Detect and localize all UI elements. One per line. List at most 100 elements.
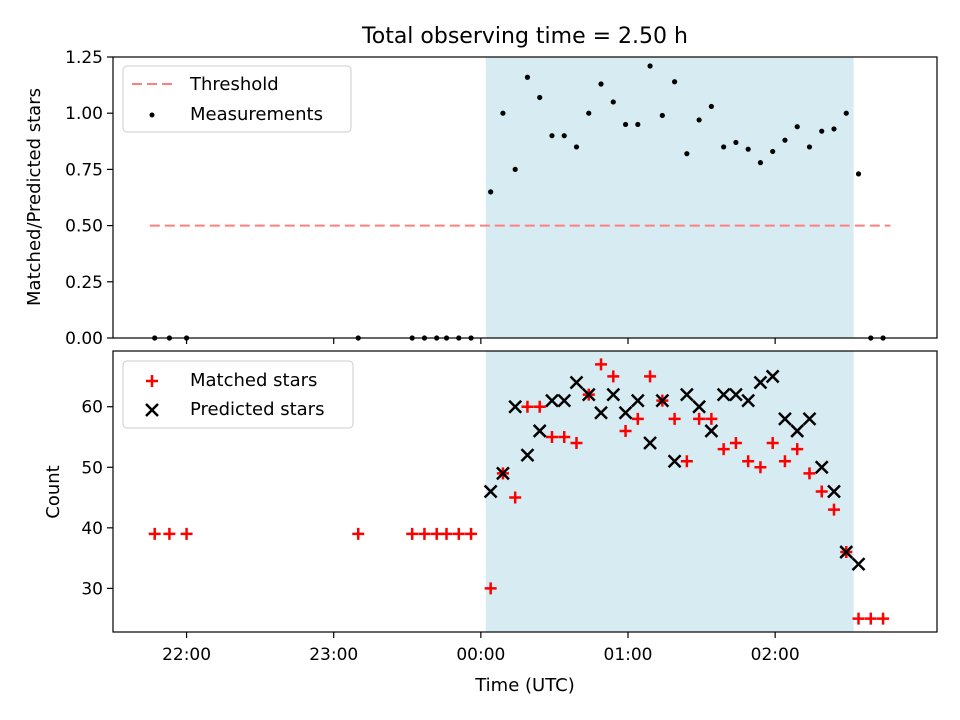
bottom-y-tick-label: 60 xyxy=(81,398,103,418)
matched-star-point xyxy=(668,412,681,425)
measurement-point xyxy=(610,99,616,105)
matched-star-point xyxy=(545,430,558,443)
legend-threshold-label: Threshold xyxy=(189,74,279,95)
top-panel: 0.00 0.25 0.50 0.75 1.00 1.25 Matched/Predict… xyxy=(24,48,938,349)
bottom-axis-ticks: 30 40 50 60 22:00 23:00 00:00 01:00 02:00 xyxy=(81,398,799,665)
bottom-y-tick-label: 30 xyxy=(81,579,103,599)
measurement-point xyxy=(794,124,800,130)
matched-star-point xyxy=(815,485,828,498)
measurement-point xyxy=(745,146,751,152)
bottom-legend-box xyxy=(122,360,354,429)
predicted-star-point xyxy=(496,466,510,481)
measurement-point xyxy=(549,133,555,139)
measurement-point xyxy=(537,94,543,101)
bottom-y-tick-label: 40 xyxy=(81,519,103,539)
observing-window-top xyxy=(485,57,854,338)
predicted-star-point xyxy=(851,557,866,572)
matched-star-point xyxy=(509,491,522,504)
predicted-star-point xyxy=(618,405,633,420)
matched-star-point xyxy=(803,467,816,480)
predicted-star-point xyxy=(667,454,682,469)
predicted-star-point xyxy=(741,393,756,408)
bottom-y-tick-label: 50 xyxy=(81,458,103,478)
x-tick-label: 01:00 xyxy=(604,645,653,665)
matched-star-point xyxy=(352,527,365,540)
top-y-tick-label: 0.00 xyxy=(65,329,103,349)
matched-star-point xyxy=(180,527,193,540)
x-axis-label: Time (UTC) xyxy=(474,675,575,696)
matched-star-point xyxy=(754,461,767,474)
matched-star-point xyxy=(418,527,431,540)
top-y-tick-label: 0.75 xyxy=(65,160,103,180)
measurement-point xyxy=(659,112,665,119)
matched-star-point xyxy=(693,412,706,425)
x-tick-label: 00:00 xyxy=(456,645,505,665)
predicted-star-point xyxy=(827,484,841,499)
matched-star-point xyxy=(558,430,571,443)
bottom-plot-frame xyxy=(112,350,938,633)
matched-star-point xyxy=(619,424,632,437)
legend-measurements-label: Measurements xyxy=(190,104,323,125)
matched-star-point xyxy=(705,412,718,425)
measurement-point xyxy=(831,126,837,132)
predicted-star-point xyxy=(594,405,608,420)
bottom-legend: Matched stars Predicted stars xyxy=(122,360,354,429)
predicted-star-point xyxy=(545,393,559,408)
matched-star-point xyxy=(570,437,583,450)
observing-window-bottom xyxy=(485,351,854,632)
star-count-points xyxy=(148,358,890,625)
matched-star-point xyxy=(877,612,890,625)
predicted-star-point xyxy=(569,375,584,390)
matched-star-point xyxy=(533,400,546,413)
predicted-star-point xyxy=(520,448,535,463)
predicted-star-point xyxy=(839,545,854,559)
measurement-point xyxy=(721,144,727,150)
matched-star-point xyxy=(465,527,478,540)
top-y-tick-label: 0.50 xyxy=(65,217,103,237)
predicted-star-point xyxy=(704,424,719,438)
matched-star-point xyxy=(452,527,465,540)
predicted-star-point xyxy=(729,387,743,402)
matched-star-point xyxy=(607,370,620,383)
predicted-star-point xyxy=(778,411,792,426)
measurement-point xyxy=(733,139,739,146)
measurement-point xyxy=(708,103,714,110)
matched-star-point xyxy=(148,527,161,540)
top-y-axis-label: Matched/Predicted stars xyxy=(24,88,45,306)
measurement-point xyxy=(561,133,567,139)
top-y-tick-label: 0.25 xyxy=(65,273,103,293)
predicted-star-point xyxy=(814,460,829,475)
matched-star-point xyxy=(717,443,730,456)
measurement-point xyxy=(524,74,531,80)
top-plot-frame xyxy=(112,56,938,339)
legend-predicted-swatch xyxy=(145,403,159,417)
predicted-star-point xyxy=(692,399,707,414)
measurement-point xyxy=(573,144,580,150)
measurement-point xyxy=(855,171,862,177)
top-y-tick-label: 1.25 xyxy=(65,48,103,68)
bottom-y-axis-label: Count xyxy=(43,465,64,518)
matched-star-point xyxy=(440,527,453,540)
measurement-point xyxy=(647,63,653,69)
predicted-star-point xyxy=(643,436,657,450)
measurement-point xyxy=(635,121,641,128)
x-tick-label: 02:00 xyxy=(751,645,800,665)
predicted-star-point xyxy=(765,369,780,384)
matched-star-point xyxy=(791,443,804,456)
matched-star-point xyxy=(729,437,742,450)
matched-star-point xyxy=(852,612,865,625)
measurement-point xyxy=(586,110,592,116)
measurement-point xyxy=(843,110,849,116)
matched-star-point xyxy=(484,582,497,595)
top-axis-ticks: 0.00 0.25 0.50 0.75 1.00 1.25 xyxy=(65,48,776,349)
legend-matched-swatch xyxy=(146,375,158,387)
measurement-point xyxy=(512,166,518,172)
top-y-tick-label: 1.00 xyxy=(65,104,103,124)
chart-title: Total observing time = 2.50 h xyxy=(361,24,688,49)
matched-star-point xyxy=(631,412,644,425)
matched-star-point xyxy=(163,527,176,540)
measurement-point xyxy=(782,137,788,143)
matched-star-point xyxy=(864,612,877,625)
